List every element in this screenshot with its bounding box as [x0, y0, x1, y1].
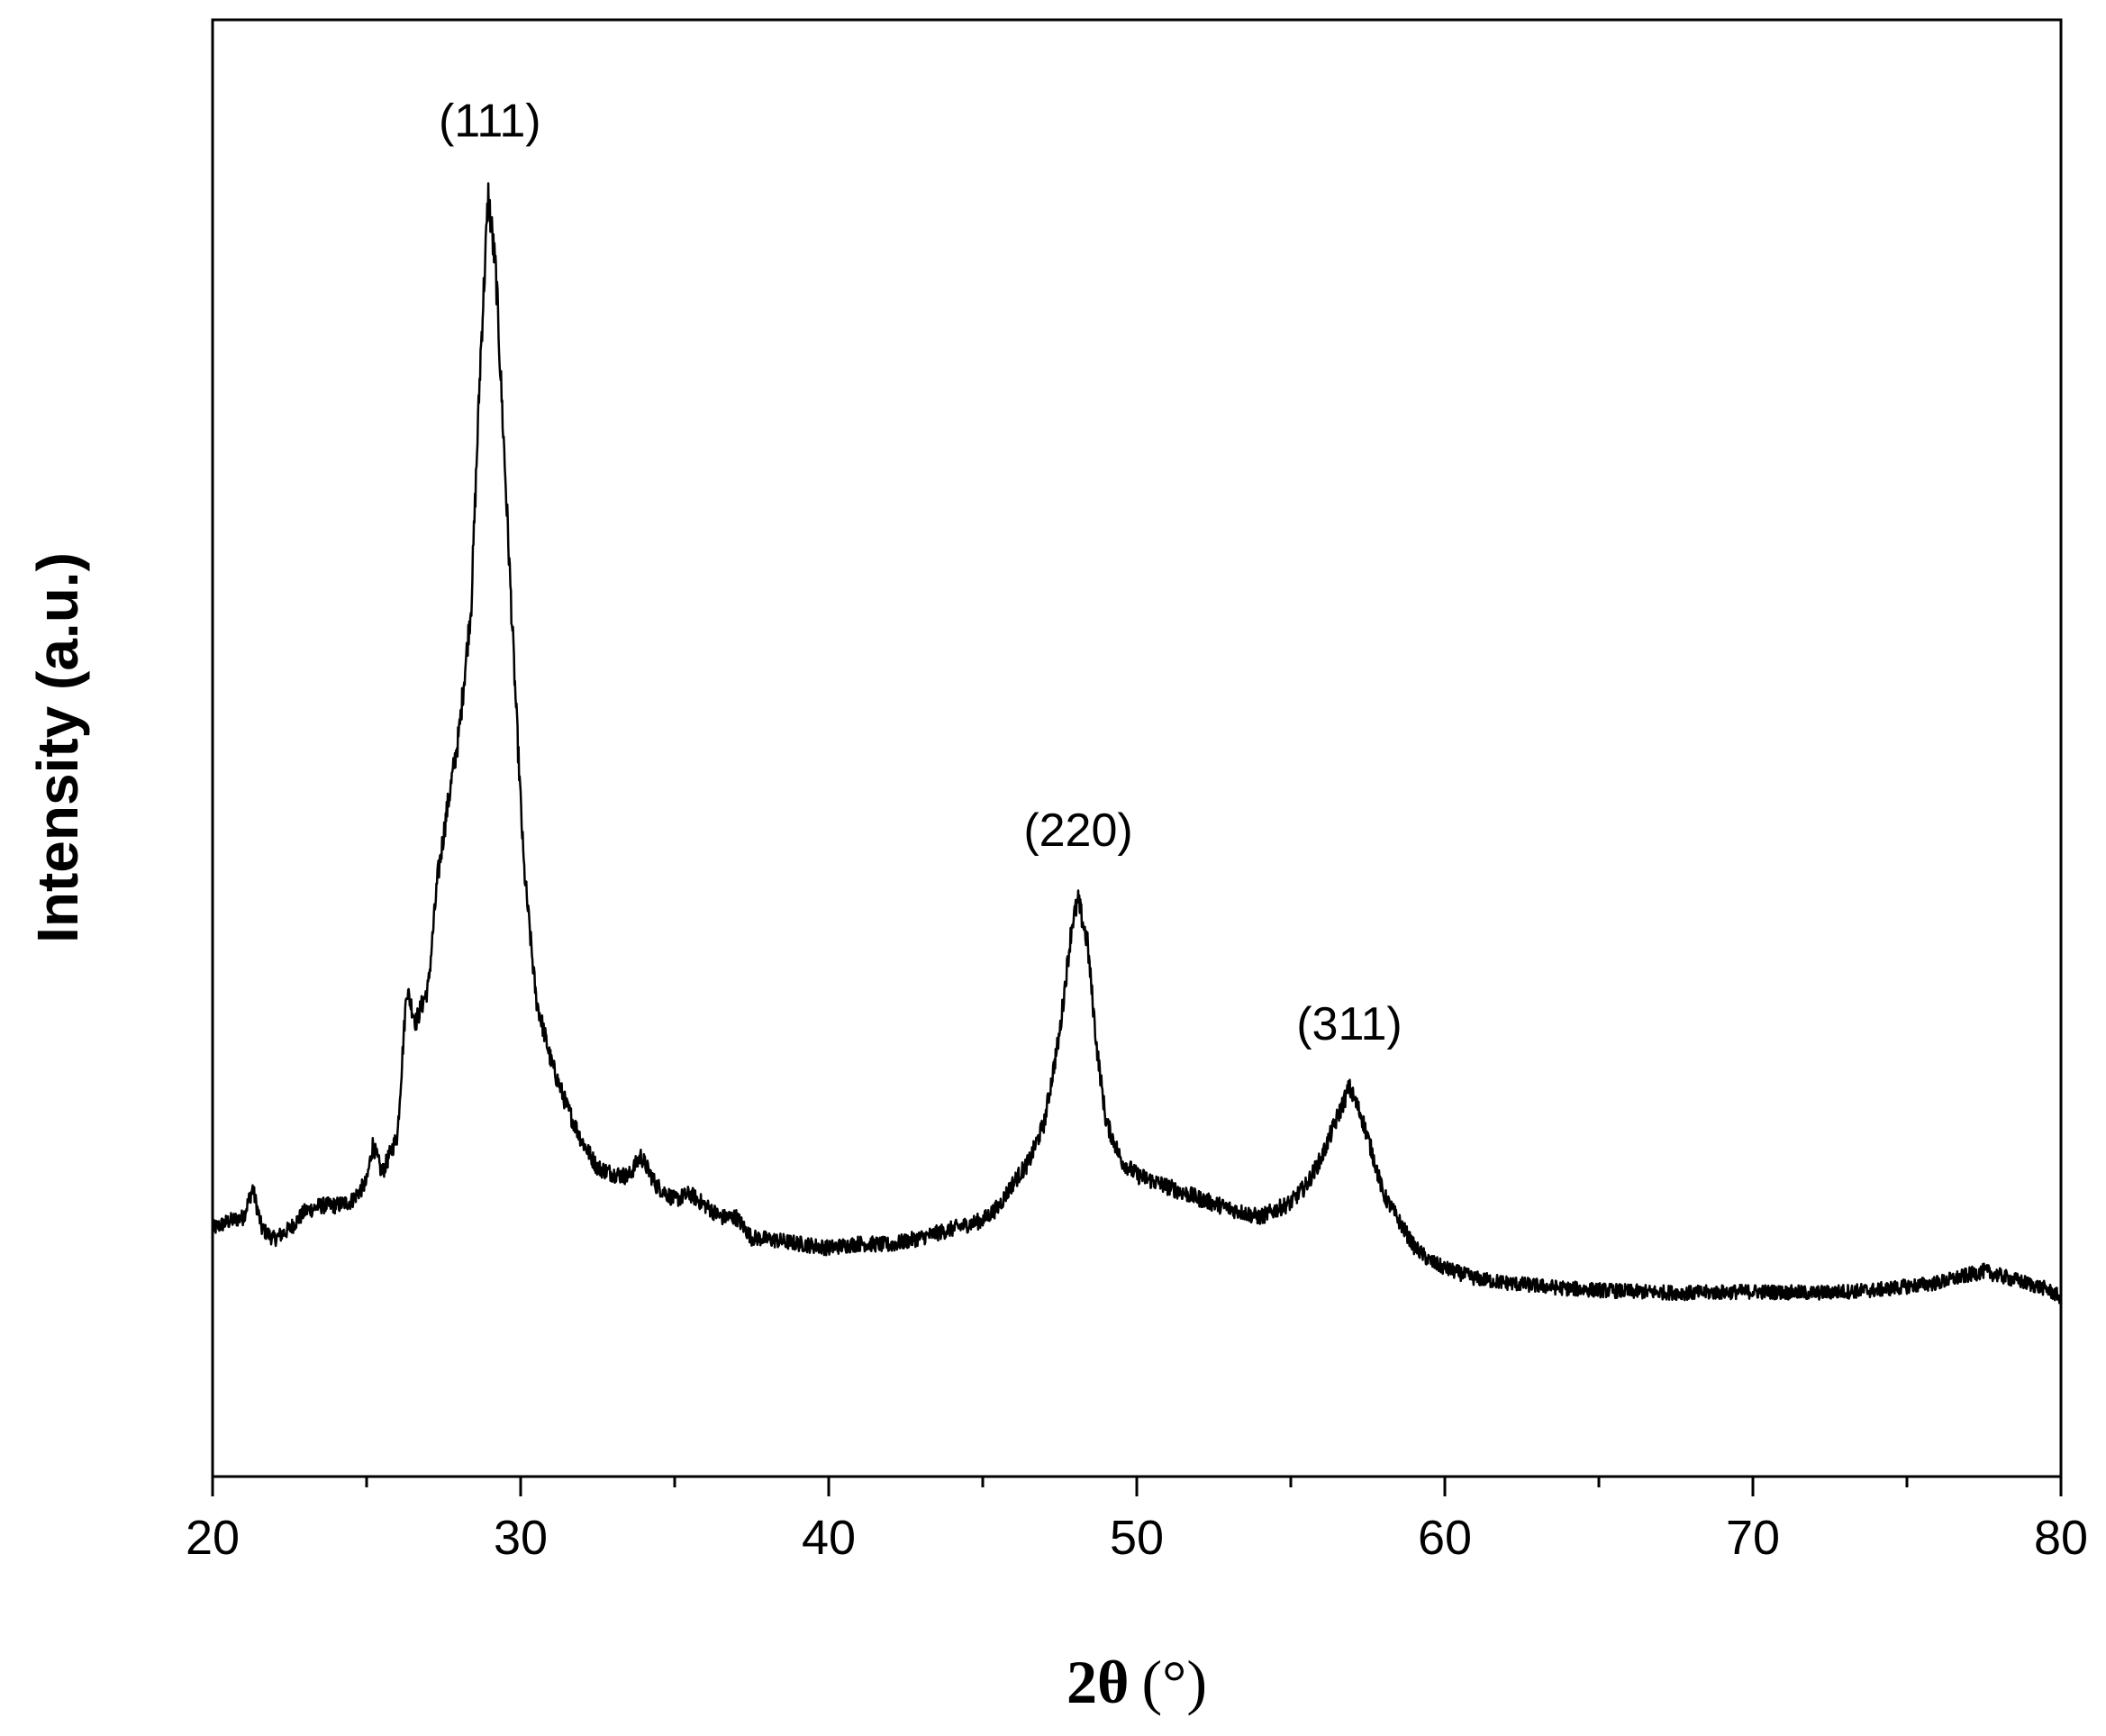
series-line: [211, 182, 2063, 1304]
x-tick-label: 20: [186, 1511, 240, 1565]
y-axis-label: Intensity (a.u.): [25, 552, 90, 943]
x-axis-label-unit: (°): [1142, 1648, 1207, 1716]
peak-label: (111): [439, 95, 541, 147]
x-axis-ticks: [211, 1477, 2063, 1496]
x-tick-label: 30: [494, 1511, 548, 1565]
x-tick-label: 70: [1726, 1511, 1780, 1565]
x-tick-label: 60: [1418, 1511, 1472, 1565]
x-axis-tick-labels: 20 30 40 50 60 70 80: [186, 1511, 2088, 1565]
peak-annotations: (111) (220) (311): [439, 95, 1402, 1050]
x-tick-label: 80: [2034, 1511, 2088, 1565]
plot-frame: [211, 18, 2063, 1478]
x-tick-label: 40: [802, 1511, 856, 1565]
peak-label: (220): [1023, 804, 1132, 857]
x-axis-label: 2θ (°): [1067, 1648, 1207, 1716]
peak-label: (311): [1296, 998, 1402, 1050]
x-tick-label: 50: [1110, 1511, 1164, 1565]
x-axis-label-main: 2θ: [1067, 1648, 1130, 1716]
